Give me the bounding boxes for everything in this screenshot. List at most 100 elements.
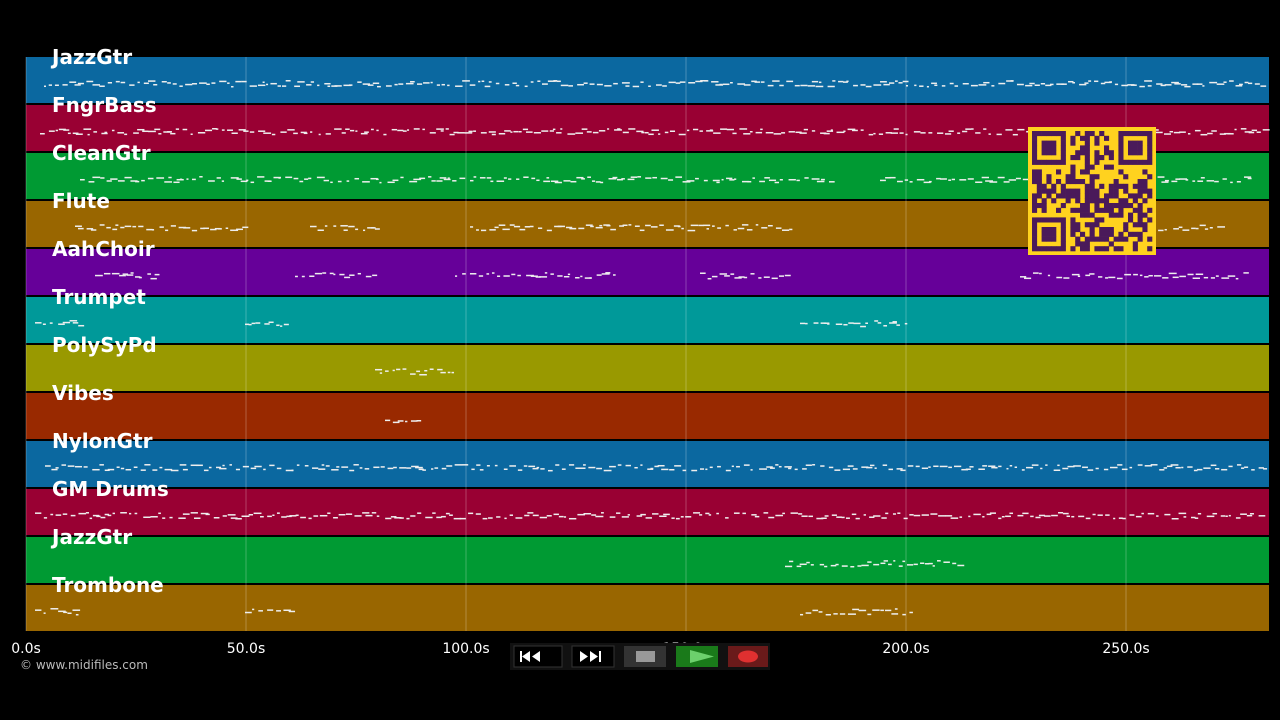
note [579,467,586,469]
note [902,560,906,563]
note [614,129,622,131]
record-button[interactable] [728,646,768,667]
note [546,177,550,179]
note [78,512,87,515]
x-tick-label: 0.0s [11,641,41,657]
qr-module [1060,241,1066,247]
note [826,130,834,132]
qr-module [1070,140,1076,146]
note [179,178,183,181]
note [72,132,79,135]
note [92,514,100,517]
note [58,128,66,131]
note [441,515,446,518]
note [1087,469,1094,471]
qr-module [1104,198,1110,204]
note [205,513,210,516]
note [1227,133,1234,135]
note [436,516,442,519]
rewind-button[interactable] [513,645,563,668]
note [362,229,366,232]
qr-module [1046,246,1052,252]
note [263,132,272,134]
note [775,227,782,229]
note [146,228,153,231]
note [447,371,451,374]
note [855,517,860,520]
note [541,130,549,132]
note [405,420,408,423]
note [1171,517,1179,520]
note [532,467,539,470]
lane-label: JazzGtr [50,525,132,549]
note [565,226,573,229]
note [906,564,914,566]
note [258,610,263,612]
qr-module [1147,135,1153,141]
note [645,177,652,179]
qr-module [1070,207,1076,213]
note [726,128,734,131]
qr-module [1032,246,1038,252]
note [455,85,463,87]
note [151,229,155,231]
qr-module [1089,131,1095,137]
note [1251,469,1255,471]
note [961,468,968,471]
note [496,516,501,518]
note [327,512,331,514]
qr-module [1046,217,1052,223]
note [125,468,132,471]
note [257,84,266,87]
note [894,80,898,82]
note [488,517,493,519]
note [182,128,188,131]
note [512,82,517,84]
qr-module [1099,231,1105,237]
note [677,225,681,228]
qr-module [1060,203,1066,209]
note [216,177,221,179]
note [1068,80,1074,83]
qr-module [1147,145,1153,151]
qr-module [1089,231,1095,237]
qr-module [1108,227,1114,233]
lane [26,585,1269,631]
note [641,131,645,134]
qr-module [1084,188,1090,194]
note [914,84,917,87]
note [889,176,896,179]
note [273,176,281,179]
note [295,514,299,517]
note [628,128,636,130]
qr-module [1056,159,1062,165]
note [552,128,556,131]
note [462,464,469,466]
note [75,133,83,135]
note [48,130,55,132]
note [848,322,854,324]
note [1181,84,1188,86]
note [721,178,724,181]
note [750,469,753,471]
note [628,224,632,226]
note [317,229,324,232]
qr-module [1046,193,1052,199]
qr-module [1118,169,1124,175]
note [83,128,92,130]
note [272,514,275,517]
note [172,83,177,85]
note [1241,467,1245,469]
qr-module [1075,207,1081,213]
note [603,469,612,472]
qr-module [1104,145,1110,151]
qr-module [1132,198,1138,204]
stop-button[interactable] [624,646,666,667]
note [547,469,553,472]
forward-button[interactable] [571,645,615,668]
note [978,84,987,86]
play-button[interactable] [676,646,718,667]
note [736,465,740,468]
note [124,133,128,136]
note [325,133,331,135]
